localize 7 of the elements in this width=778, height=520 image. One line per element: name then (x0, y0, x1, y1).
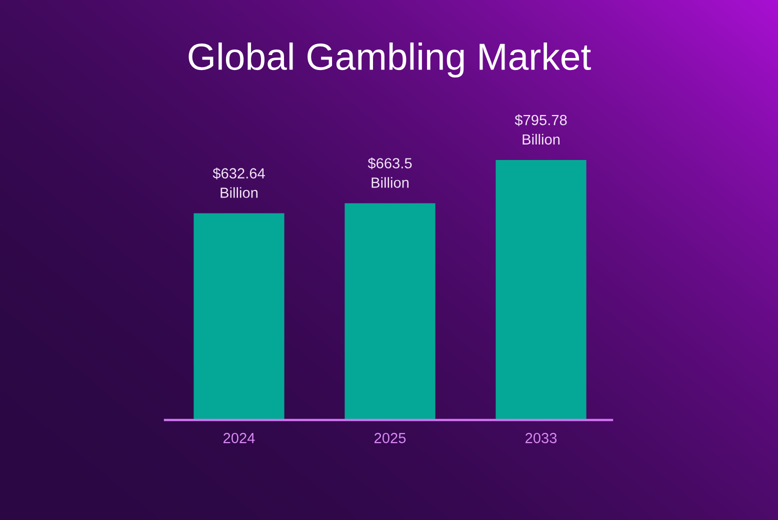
x-tick-label: 2033 (526, 432, 557, 444)
x-tick-label: 2025 (374, 432, 406, 444)
data-label: $663.5 Billion (368, 157, 412, 188)
chart-title: Global Gambling Market (188, 42, 591, 78)
data-label: $795.78 Billion (514, 114, 567, 145)
x-tick-label: 2024 (224, 432, 255, 444)
data-label: $632.64 Billion (212, 168, 265, 198)
